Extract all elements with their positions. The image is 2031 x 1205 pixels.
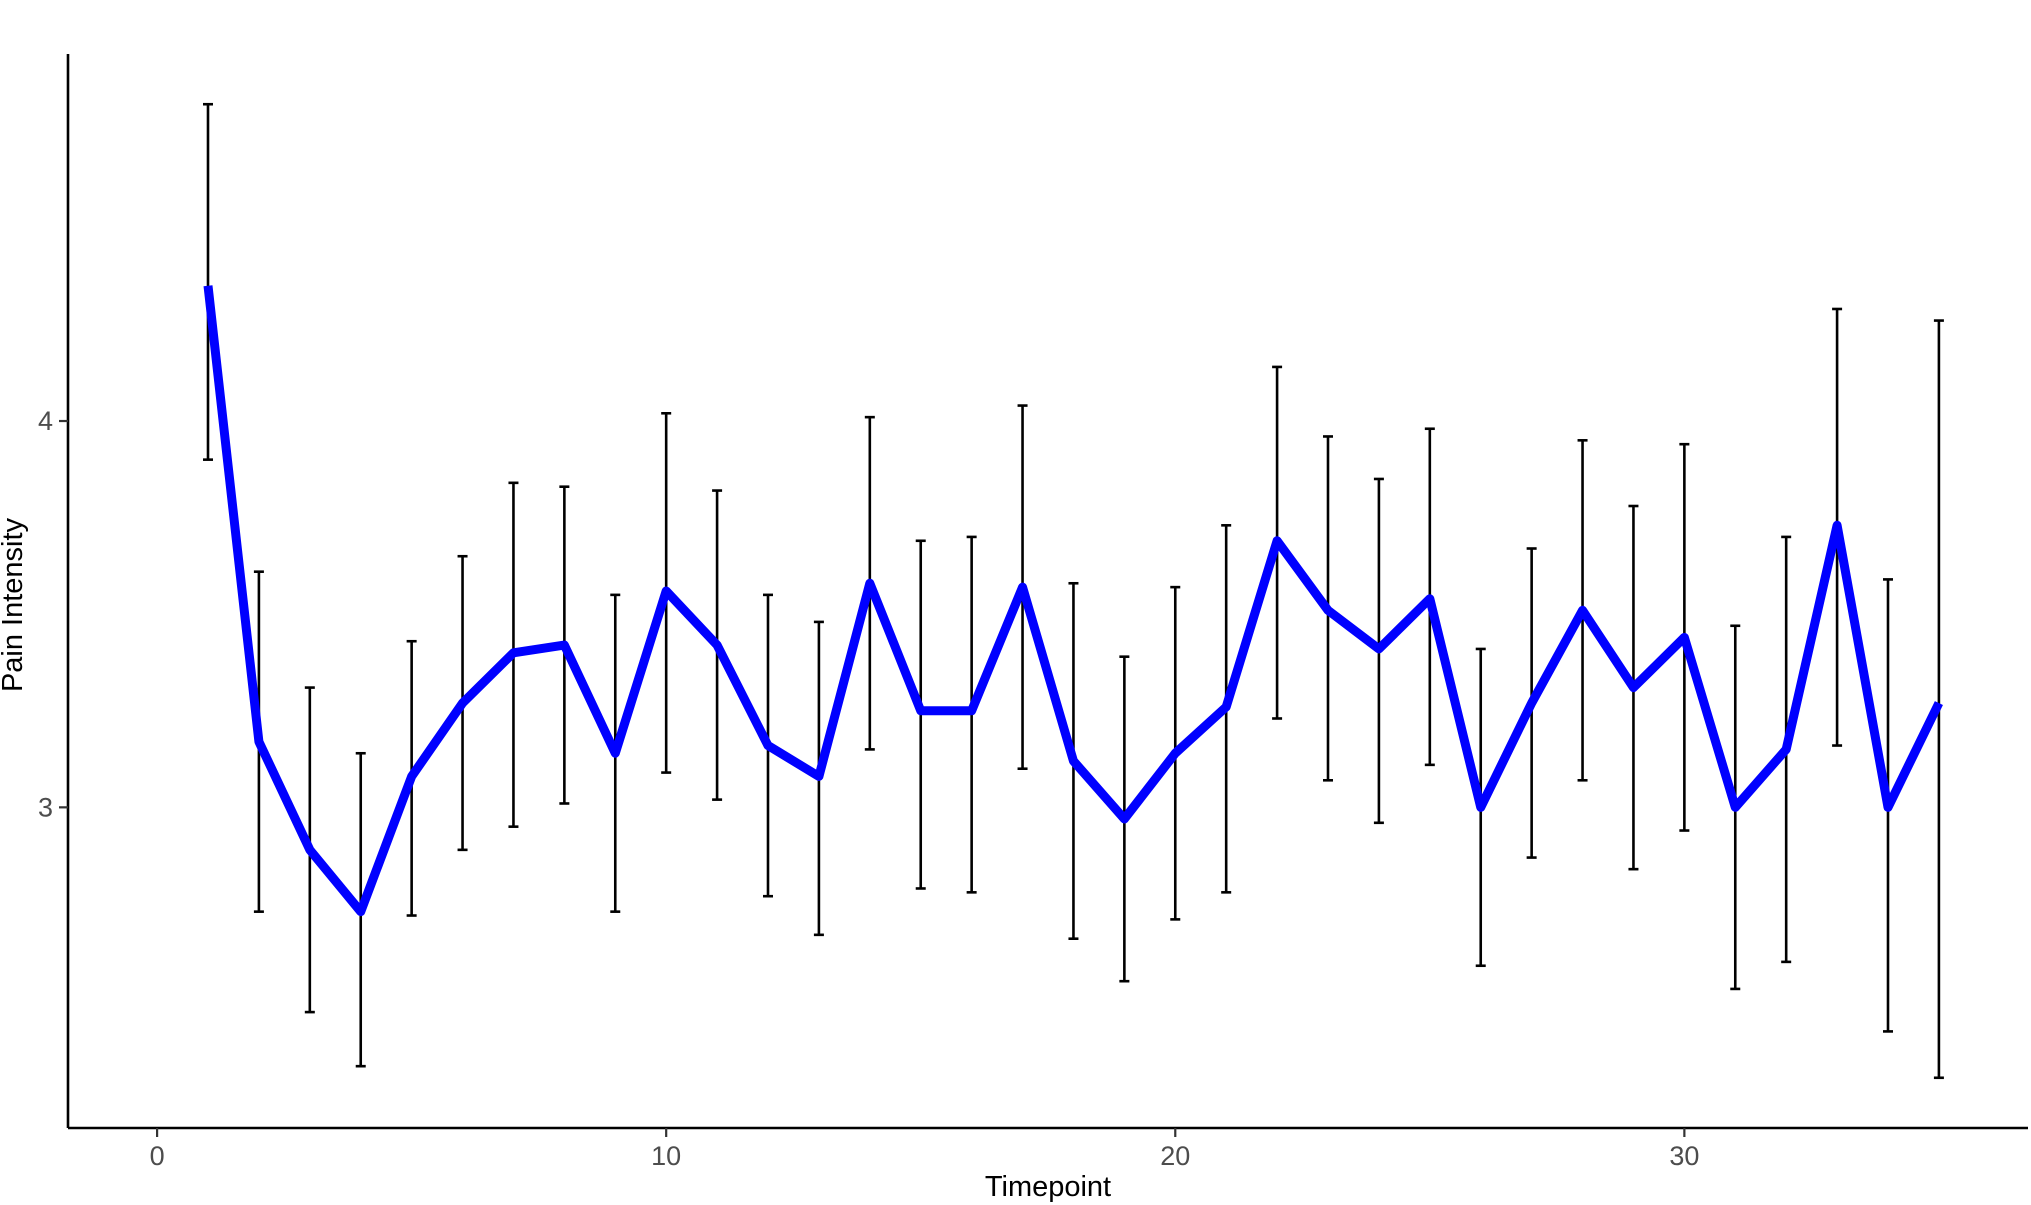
axes: [66, 54, 2028, 1130]
x-tick-label-0: 0: [150, 1141, 165, 1171]
x-tick-label-20: 20: [1160, 1141, 1190, 1171]
x-tick-label-10: 10: [651, 1141, 681, 1171]
ticks: 0 10 20 30 3 4: [38, 406, 1699, 1171]
series-group: [203, 285, 1943, 917]
y-tick-label-3: 3: [38, 792, 53, 822]
y-axis-title: Pain Intensity: [0, 517, 29, 692]
x-tick-label-30: 30: [1669, 1141, 1699, 1171]
error-bar-35: [1933, 319, 1944, 1080]
error-bars: [203, 102, 1944, 1080]
x-axis-title: Timepoint: [985, 1171, 1111, 1203]
y-tick-label-4: 4: [38, 406, 53, 436]
error-bar-1: [203, 102, 213, 461]
